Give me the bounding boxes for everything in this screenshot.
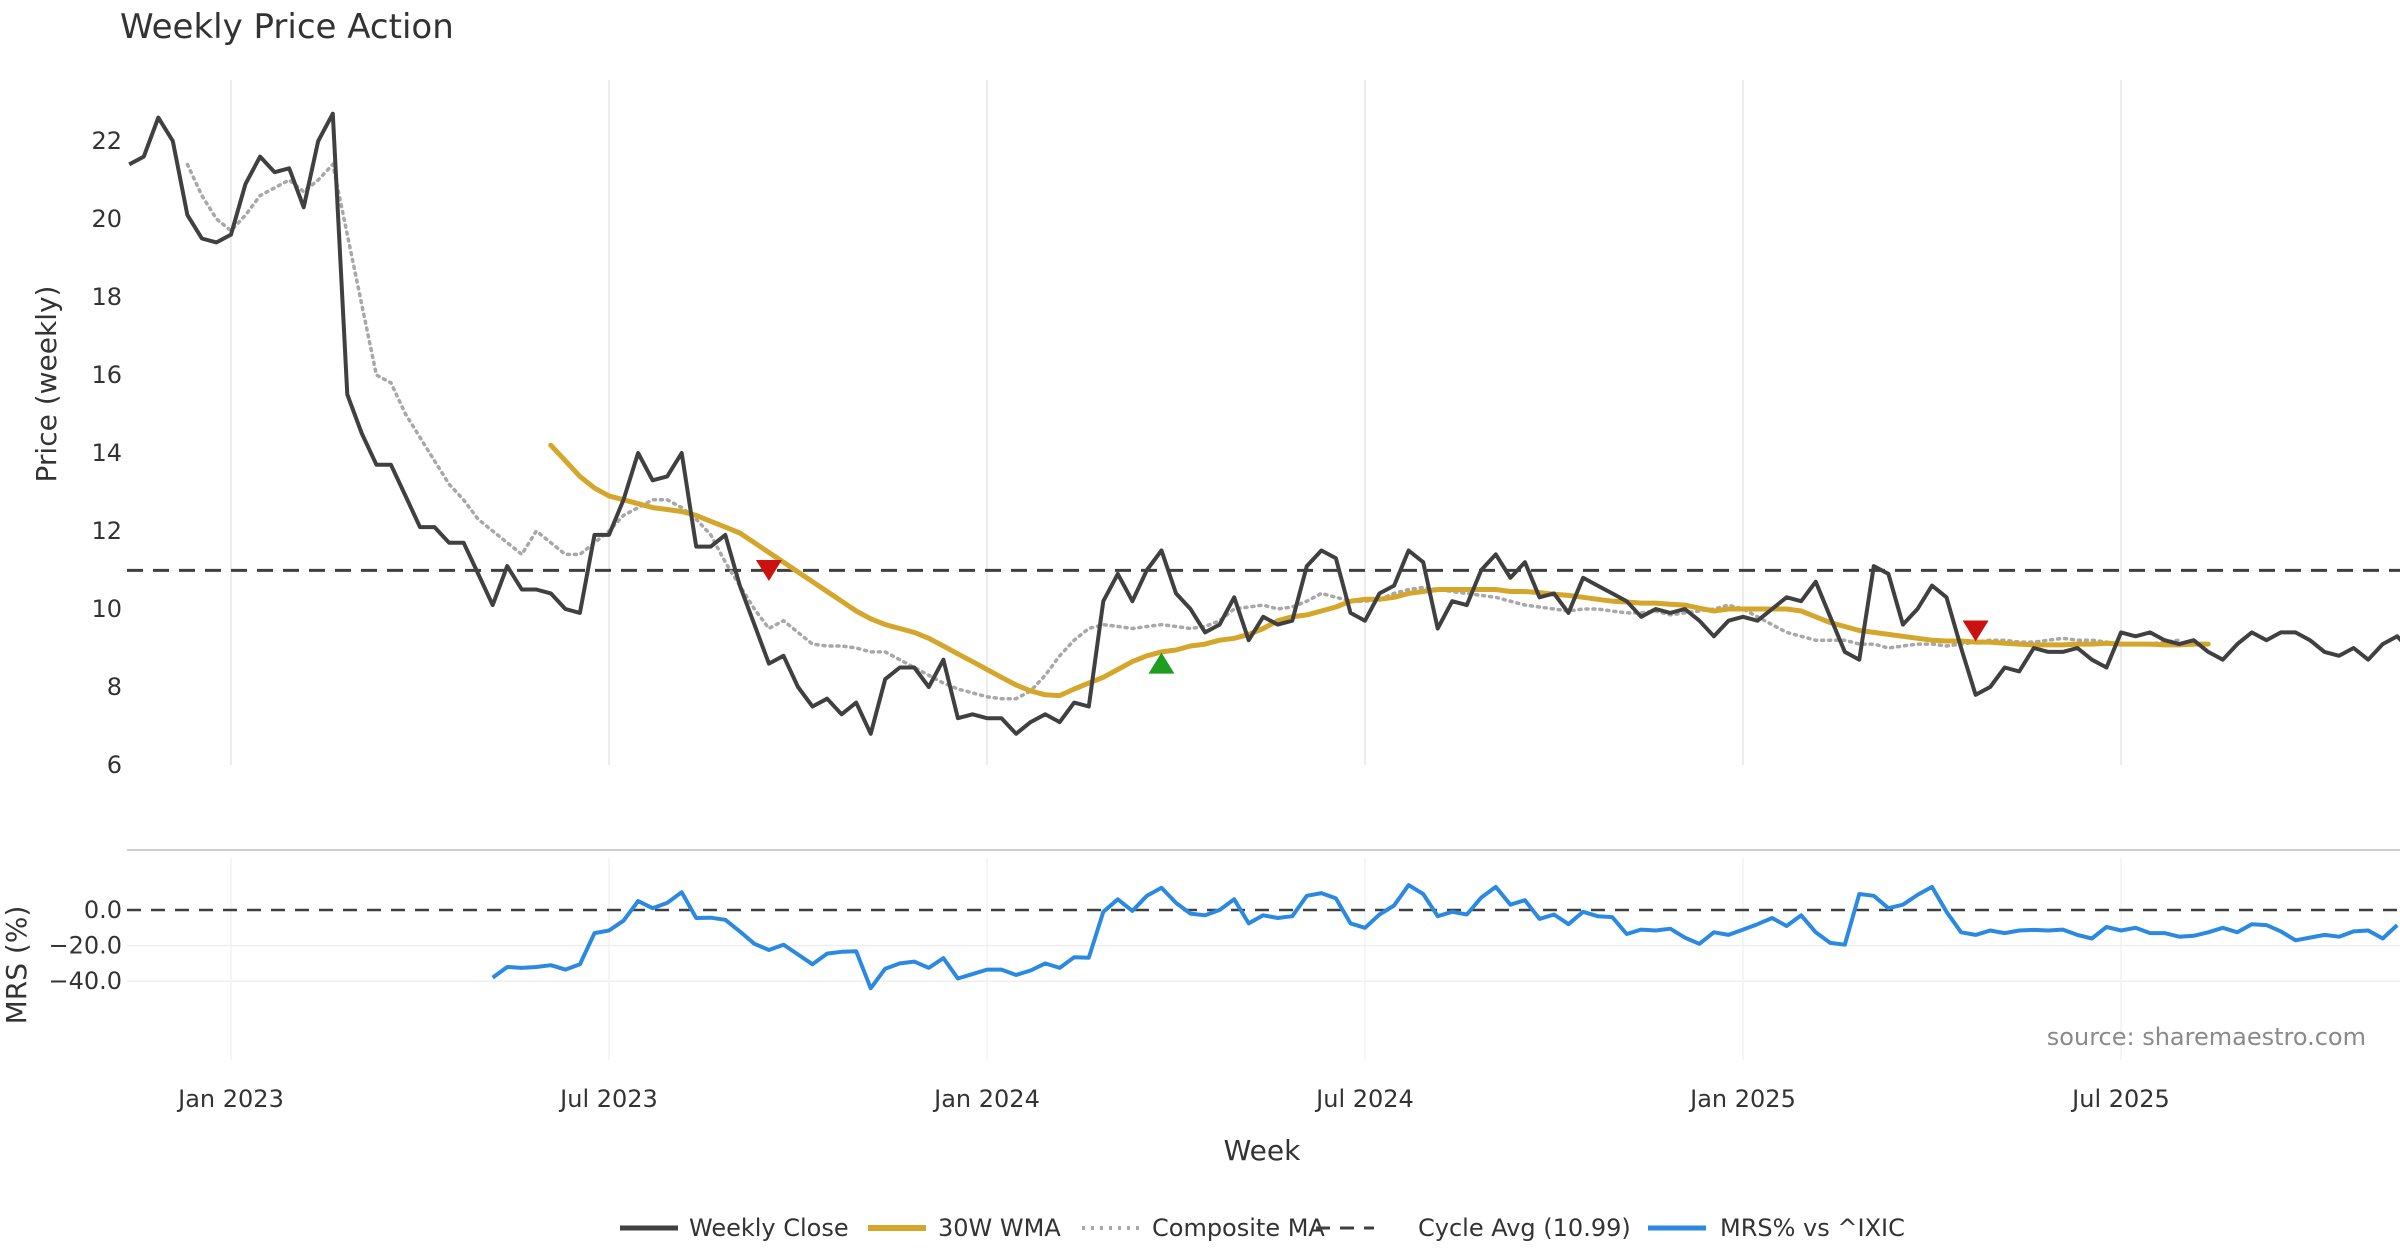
tick-labels: Jan 2023 Jul 2023 Jan 2024 Jul 2024 Jan 2025… xyxy=(48,127,2169,1113)
source-note: source: sharemaestro.com xyxy=(2047,1023,2366,1051)
legend-cycle-avg-label: Cycle Avg (10.99) xyxy=(1418,1214,1631,1242)
price-y-axis-label: Price (weekly) xyxy=(30,286,63,483)
x-tick-label: Jan 2024 xyxy=(932,1085,1040,1113)
series-layer xyxy=(128,111,2400,991)
price-y-tick-label: 16 xyxy=(91,361,122,389)
x-tick-label: Jul 2024 xyxy=(1314,1085,1414,1113)
legend: Weekly Close 30W WMA Composite MA Cycle Avg… xyxy=(620,1214,1905,1242)
price-y-tick-label: 14 xyxy=(91,439,122,467)
price-y-tick-label: 12 xyxy=(91,517,122,545)
legend-composite-ma-label: Composite MA xyxy=(1152,1214,1325,1242)
price-y-tick-label: 18 xyxy=(91,283,122,311)
x-tick-label: Jul 2023 xyxy=(558,1085,658,1113)
legend-30w-wma-label: 30W WMA xyxy=(938,1214,1061,1242)
x-axis-label: Week xyxy=(1224,1134,1301,1167)
wma-30w-line xyxy=(548,442,2211,699)
x-tick-label: Jul 2025 xyxy=(2070,1085,2170,1113)
composite-ma-line xyxy=(185,160,2181,701)
signal-markers xyxy=(755,560,1989,674)
mrs-y-tick-label: −20.0 xyxy=(48,932,122,960)
price-y-tick-label: 10 xyxy=(91,595,122,623)
weekly-close-line xyxy=(128,111,2400,736)
grid-layer xyxy=(127,80,2400,1060)
reference-lines xyxy=(127,568,2400,912)
sell-signal-marker xyxy=(1962,620,1989,642)
x-tick-label: Jan 2025 xyxy=(1688,1085,1796,1113)
price-y-tick-label: 22 xyxy=(91,127,122,155)
buy-signal-marker xyxy=(1148,652,1175,674)
price-y-tick-label: 8 xyxy=(107,673,122,701)
mrs-y-axis-label: MRS (%) xyxy=(0,906,33,1025)
chart-title: Weekly Price Action xyxy=(120,7,454,47)
mrs-line xyxy=(491,883,2399,991)
x-tick-label: Jan 2023 xyxy=(176,1085,284,1113)
price-y-tick-label: 6 xyxy=(107,751,122,779)
price-y-tick-label: 20 xyxy=(91,205,122,233)
legend-weekly-close-label: Weekly Close xyxy=(689,1214,849,1242)
mrs-y-tick-label: −40.0 xyxy=(48,967,122,995)
sell-signal-marker xyxy=(755,560,782,581)
legend-mrs-label: MRS% vs ^IXIC xyxy=(1720,1214,1905,1242)
mrs-y-tick-label: 0.0 xyxy=(84,896,122,924)
